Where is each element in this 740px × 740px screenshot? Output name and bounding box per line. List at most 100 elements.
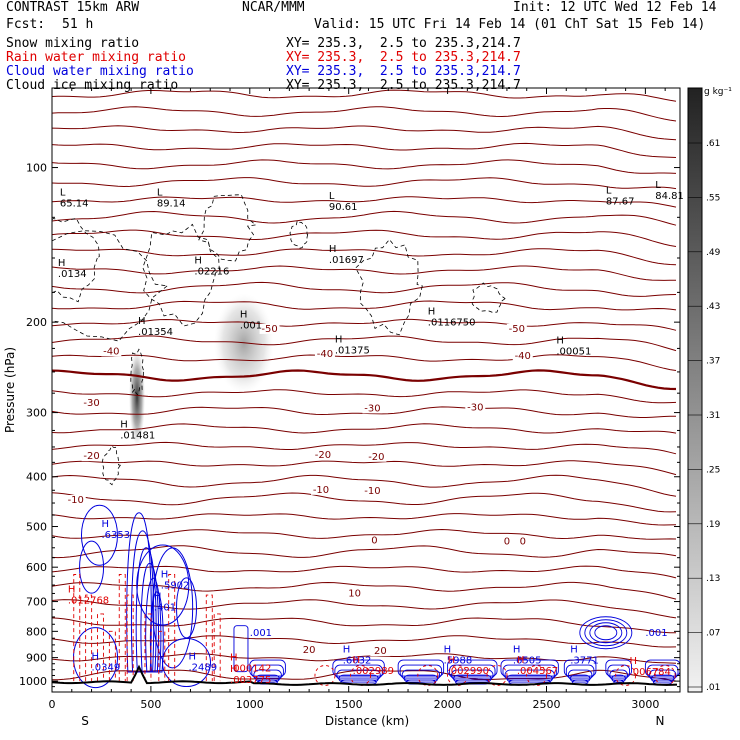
isotherm-label-bg xyxy=(344,588,365,599)
cloud-water-contour xyxy=(607,664,630,679)
y-tick-label: 300 xyxy=(26,407,47,420)
cloud-water-contour xyxy=(145,577,162,673)
isotherm-label-bg xyxy=(311,484,332,495)
snow-contour xyxy=(101,445,121,486)
cloud-water-extremum-label: .6353 xyxy=(101,530,130,541)
y-tick-label: 600 xyxy=(26,561,47,574)
colorbar-label: .55 xyxy=(706,193,720,203)
cloud-water-contour xyxy=(650,674,675,683)
rain-extremum-label: .002990 xyxy=(448,666,489,677)
axes: 0 500 1000 1500 2000 2500 30001002003004005006… xyxy=(19,88,680,711)
isotherm-label: -40 xyxy=(103,346,119,357)
model-title: CONTRAST 15km ARW xyxy=(6,0,140,15)
x-tick-label: 500 xyxy=(140,698,161,711)
temperature-isotherm xyxy=(52,89,677,102)
x-tick-label: 0 xyxy=(49,698,56,711)
snow-extremum-marker: H xyxy=(428,306,436,317)
isotherm-label-bg xyxy=(299,644,320,655)
x-tick-label: 1000 xyxy=(236,698,264,711)
cloud-water-contour xyxy=(130,530,155,673)
cloud-water-extremum-label: .001 xyxy=(645,628,667,639)
cloud-water-contour xyxy=(152,547,194,669)
snow-extremum-label: .001 xyxy=(240,321,262,332)
cloud-water-extremum-label: .2489 xyxy=(188,663,217,674)
cloud-water-contour xyxy=(149,591,164,673)
y-tick-label: 800 xyxy=(26,625,47,638)
rain-contour xyxy=(314,665,336,686)
cloud-water-contour xyxy=(453,674,492,683)
cloud-water-contour xyxy=(449,664,496,679)
colorbar-label: .19 xyxy=(706,520,721,530)
rain-extremum-label: .004567 xyxy=(517,666,558,677)
isotherm-label-bg xyxy=(314,349,335,360)
snow-extremum-marker: L xyxy=(157,187,163,198)
cloud-water-extremum-marker: H xyxy=(154,591,162,602)
y-tick-label: 400 xyxy=(26,471,47,484)
isotherm-label: -30 xyxy=(83,398,99,409)
temperature-isotherm xyxy=(52,248,677,266)
y-axis-title: Pressure (hPa) xyxy=(3,347,17,433)
isotherm-label: -10 xyxy=(313,485,329,496)
cloud-water-extremum-marker: H xyxy=(161,570,169,581)
rain-contour xyxy=(526,665,548,686)
x-tick-label: 3000 xyxy=(631,698,659,711)
isotherm-label: 0 xyxy=(371,535,377,546)
cloud-water-extremum-label: .001 xyxy=(250,628,272,639)
snow-extremum-label: 65.14 xyxy=(60,198,89,209)
snow-extremum-marker: H xyxy=(58,258,66,269)
cloud-water-extremum-label: .401 xyxy=(154,602,176,613)
colorbar-label: .61 xyxy=(706,139,720,149)
rain-contours xyxy=(73,574,676,686)
temperature-isotherm xyxy=(52,300,677,311)
isotherm-label-bg xyxy=(370,646,391,657)
isotherm-label-bg xyxy=(512,351,533,362)
x-endpoint-north: N xyxy=(656,714,665,728)
isotherm-label-bg xyxy=(364,535,385,546)
colorbar-label: .31 xyxy=(706,411,720,421)
snow-extremum-label: 84.81 xyxy=(655,191,684,202)
isotherm-label-bg xyxy=(362,403,383,414)
cloud-water-extremum-label: .6505 xyxy=(513,655,542,666)
colorbar-label: .13 xyxy=(706,574,720,584)
snow-extremum-marker: H xyxy=(120,420,128,431)
field-cloudwater-xy: XY= 235.3, 2.5 to 235.3,214.7 xyxy=(286,64,521,79)
rain-extremum-label: .003775 xyxy=(230,675,271,686)
cloud-water-extremum-marker: H xyxy=(92,652,100,663)
cloud-water-contour xyxy=(79,540,105,594)
cloud-water-contour xyxy=(589,622,623,644)
rain-extremum-label: .012768 xyxy=(68,596,109,607)
temperature-isotherm xyxy=(52,318,677,331)
cloud-water-contour xyxy=(403,674,439,683)
snow-extremum-label: .02216 xyxy=(194,266,229,277)
field-rain-name: Rain water mixing ratio xyxy=(6,50,187,65)
snow-extremum-label: .01481 xyxy=(120,431,155,442)
snow-extremum-label: .0134 xyxy=(58,269,87,280)
cloud-water-extremum-label: .6032 xyxy=(343,655,372,666)
temperature-isotherm xyxy=(52,335,677,352)
rain-contour xyxy=(144,613,152,682)
temperature-isotherm xyxy=(52,125,677,141)
cloud-water-contour xyxy=(135,547,157,673)
field-rain-xy: XY= 235.3, 2.5 to 235.3,214.7 xyxy=(286,50,521,65)
temperature-isotherm xyxy=(52,441,677,455)
field-ice-xy: XY= 235.3, 2.5 to 235.3,214.7 xyxy=(286,78,521,93)
rain-extremum-marker: H xyxy=(517,655,525,666)
rain-extremum-marker: H xyxy=(230,653,238,664)
isotherm-label: 0 xyxy=(520,537,526,548)
field-cloudwater-name: Cloud water mixing ratio xyxy=(6,64,194,79)
isotherm-label-bg xyxy=(259,323,280,334)
rain-extremum-label: .006784 xyxy=(630,667,671,678)
temperature-isotherm xyxy=(52,513,677,526)
rain-contour xyxy=(108,630,116,682)
temperature-isotherm xyxy=(52,565,677,579)
isotherm-label-bg xyxy=(496,536,517,547)
cloud-water-contours xyxy=(73,504,680,689)
temperature-isotherm xyxy=(52,460,677,476)
temperature-isotherm xyxy=(52,354,677,371)
temperature-contours: -50 -50 -40 -40 -40 -30 -30 -30 -20 -20 -20 -10 -10 -… xyxy=(52,89,677,682)
rain-extremum-marker: H xyxy=(68,585,76,596)
isotherm-label-bg xyxy=(312,449,333,460)
snow-extremum-label: .0116750 xyxy=(428,317,476,328)
isotherm-label: -40 xyxy=(317,349,333,360)
snow-extremum-marker: L xyxy=(655,180,661,191)
